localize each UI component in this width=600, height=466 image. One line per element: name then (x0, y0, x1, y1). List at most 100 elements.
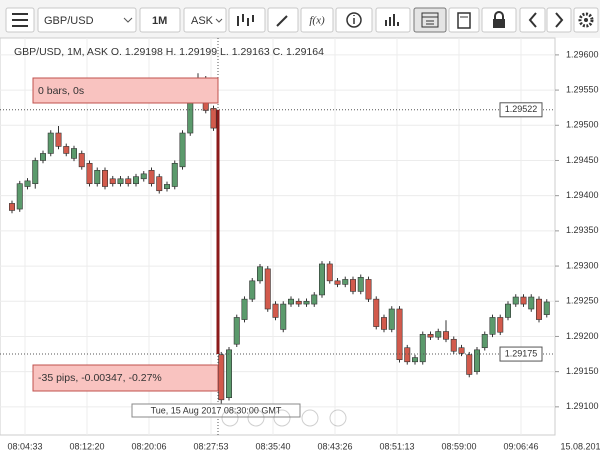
candle-body (295, 300, 302, 305)
x-tick-label: 08:20:06 (131, 441, 166, 451)
candle-body (156, 176, 163, 192)
candle-body (427, 334, 434, 338)
candle-body (241, 298, 248, 320)
candle-body (133, 176, 140, 185)
candle-body (117, 178, 124, 185)
x-tick-label: 08:43:26 (317, 441, 352, 451)
y-tick-label: 1.29450 (566, 155, 599, 165)
side-select[interactable]: ASK (183, 7, 227, 33)
menu-button[interactable] (5, 7, 35, 33)
calendar-button[interactable] (413, 7, 447, 33)
y-tick-label: 1.29400 (566, 190, 599, 200)
candle-body (24, 180, 31, 187)
symbol-select[interactable]: GBP/USD (37, 7, 137, 33)
y-tick-label: 1.29350 (566, 225, 599, 235)
candle-body (411, 357, 418, 363)
prev-button[interactable] (519, 7, 546, 33)
candle-body (497, 317, 504, 333)
candle-body (326, 263, 333, 282)
candles (9, 73, 550, 405)
candle-body (148, 170, 155, 185)
candle-body (380, 317, 387, 330)
candle-body (109, 178, 116, 185)
settings-button[interactable] (573, 7, 599, 33)
candle-body (365, 279, 372, 300)
candle-body (71, 148, 78, 159)
side: ASK (191, 15, 214, 27)
price-tag-label: 1.29175 (505, 348, 538, 358)
candle-body (287, 298, 294, 305)
y-tick-label: 1.29300 (566, 260, 599, 270)
candle-body (55, 132, 62, 147)
candle-body (39, 153, 46, 161)
candle-body (264, 268, 271, 310)
candle-body (535, 298, 542, 320)
volume-button[interactable] (375, 7, 411, 33)
candle-body (528, 296, 535, 310)
candle-body (342, 279, 349, 285)
candle-body (9, 203, 16, 211)
toolbar: GBP/USD 1M ASK f(x) (0, 0, 600, 38)
candle-body (16, 183, 23, 210)
candle-body (504, 303, 511, 318)
candle-body (466, 354, 473, 375)
candle-body (210, 108, 217, 129)
candle-body (334, 280, 341, 285)
candle-body (125, 178, 132, 185)
y-tick-label: 1.29150 (566, 366, 599, 376)
x-tick-label: 08:51:13 (379, 441, 414, 451)
x-tick-label: 08:35:40 (255, 441, 290, 451)
candle-body (481, 334, 488, 349)
candle-body (435, 331, 442, 338)
y-tick-label: 1.29100 (566, 401, 599, 411)
price-tag (499, 102, 543, 118)
candle-body (458, 347, 465, 354)
candle-body (311, 294, 318, 305)
candle-body (388, 308, 395, 330)
chart-type-button[interactable] (228, 7, 266, 33)
calculator-button[interactable] (448, 7, 480, 33)
candle-body (404, 347, 411, 363)
bars-box (32, 77, 219, 104)
timeframe: 1M (152, 15, 167, 27)
candle-body (318, 263, 325, 296)
next-button[interactable] (546, 7, 572, 33)
candle-body (164, 184, 171, 189)
timeframe-select[interactable]: 1M (139, 7, 181, 33)
candle-body (32, 160, 39, 185)
candle-body (218, 354, 225, 401)
candle-body (179, 132, 186, 168)
measure-bar (216, 109, 220, 355)
candle-body (543, 301, 550, 315)
candle-body (102, 170, 109, 187)
candle-body (473, 349, 480, 372)
x-tick-label: 15.08.2017 (560, 441, 600, 451)
candle-body (280, 303, 287, 330)
candle-body (357, 277, 364, 292)
lock-button[interactable] (481, 7, 517, 33)
candle-body (256, 266, 263, 282)
y-tick-label: 1.29600 (566, 49, 599, 59)
ohlc-legend: GBP/USD, 1M, ASK O. 1.29198 H. 1.29199 L… (14, 46, 324, 58)
indicator-button[interactable]: f(x) (300, 7, 334, 33)
price-tag (499, 346, 543, 362)
y-tick-label: 1.29550 (566, 84, 599, 94)
candle-body (442, 331, 449, 340)
info-button[interactable] (335, 7, 373, 33)
function-label: f(x) (309, 15, 325, 27)
candle-body (512, 296, 519, 305)
candle-body (396, 308, 403, 360)
symbol: GBP/USD (44, 15, 94, 27)
time-label: Tue, 15 Aug 2017 08:30:00 GMT (151, 405, 282, 415)
candle-body (489, 317, 496, 335)
candle-body (63, 146, 70, 154)
candle-body (86, 162, 93, 185)
draw-button[interactable] (267, 7, 299, 33)
y-tick-label: 1.29500 (566, 120, 599, 130)
candle-body (171, 162, 178, 187)
candle-body (140, 173, 147, 180)
candle-body (226, 349, 233, 398)
price-tag-label: 1.29522 (505, 104, 538, 114)
x-tick-label: 09:06:46 (503, 441, 538, 451)
